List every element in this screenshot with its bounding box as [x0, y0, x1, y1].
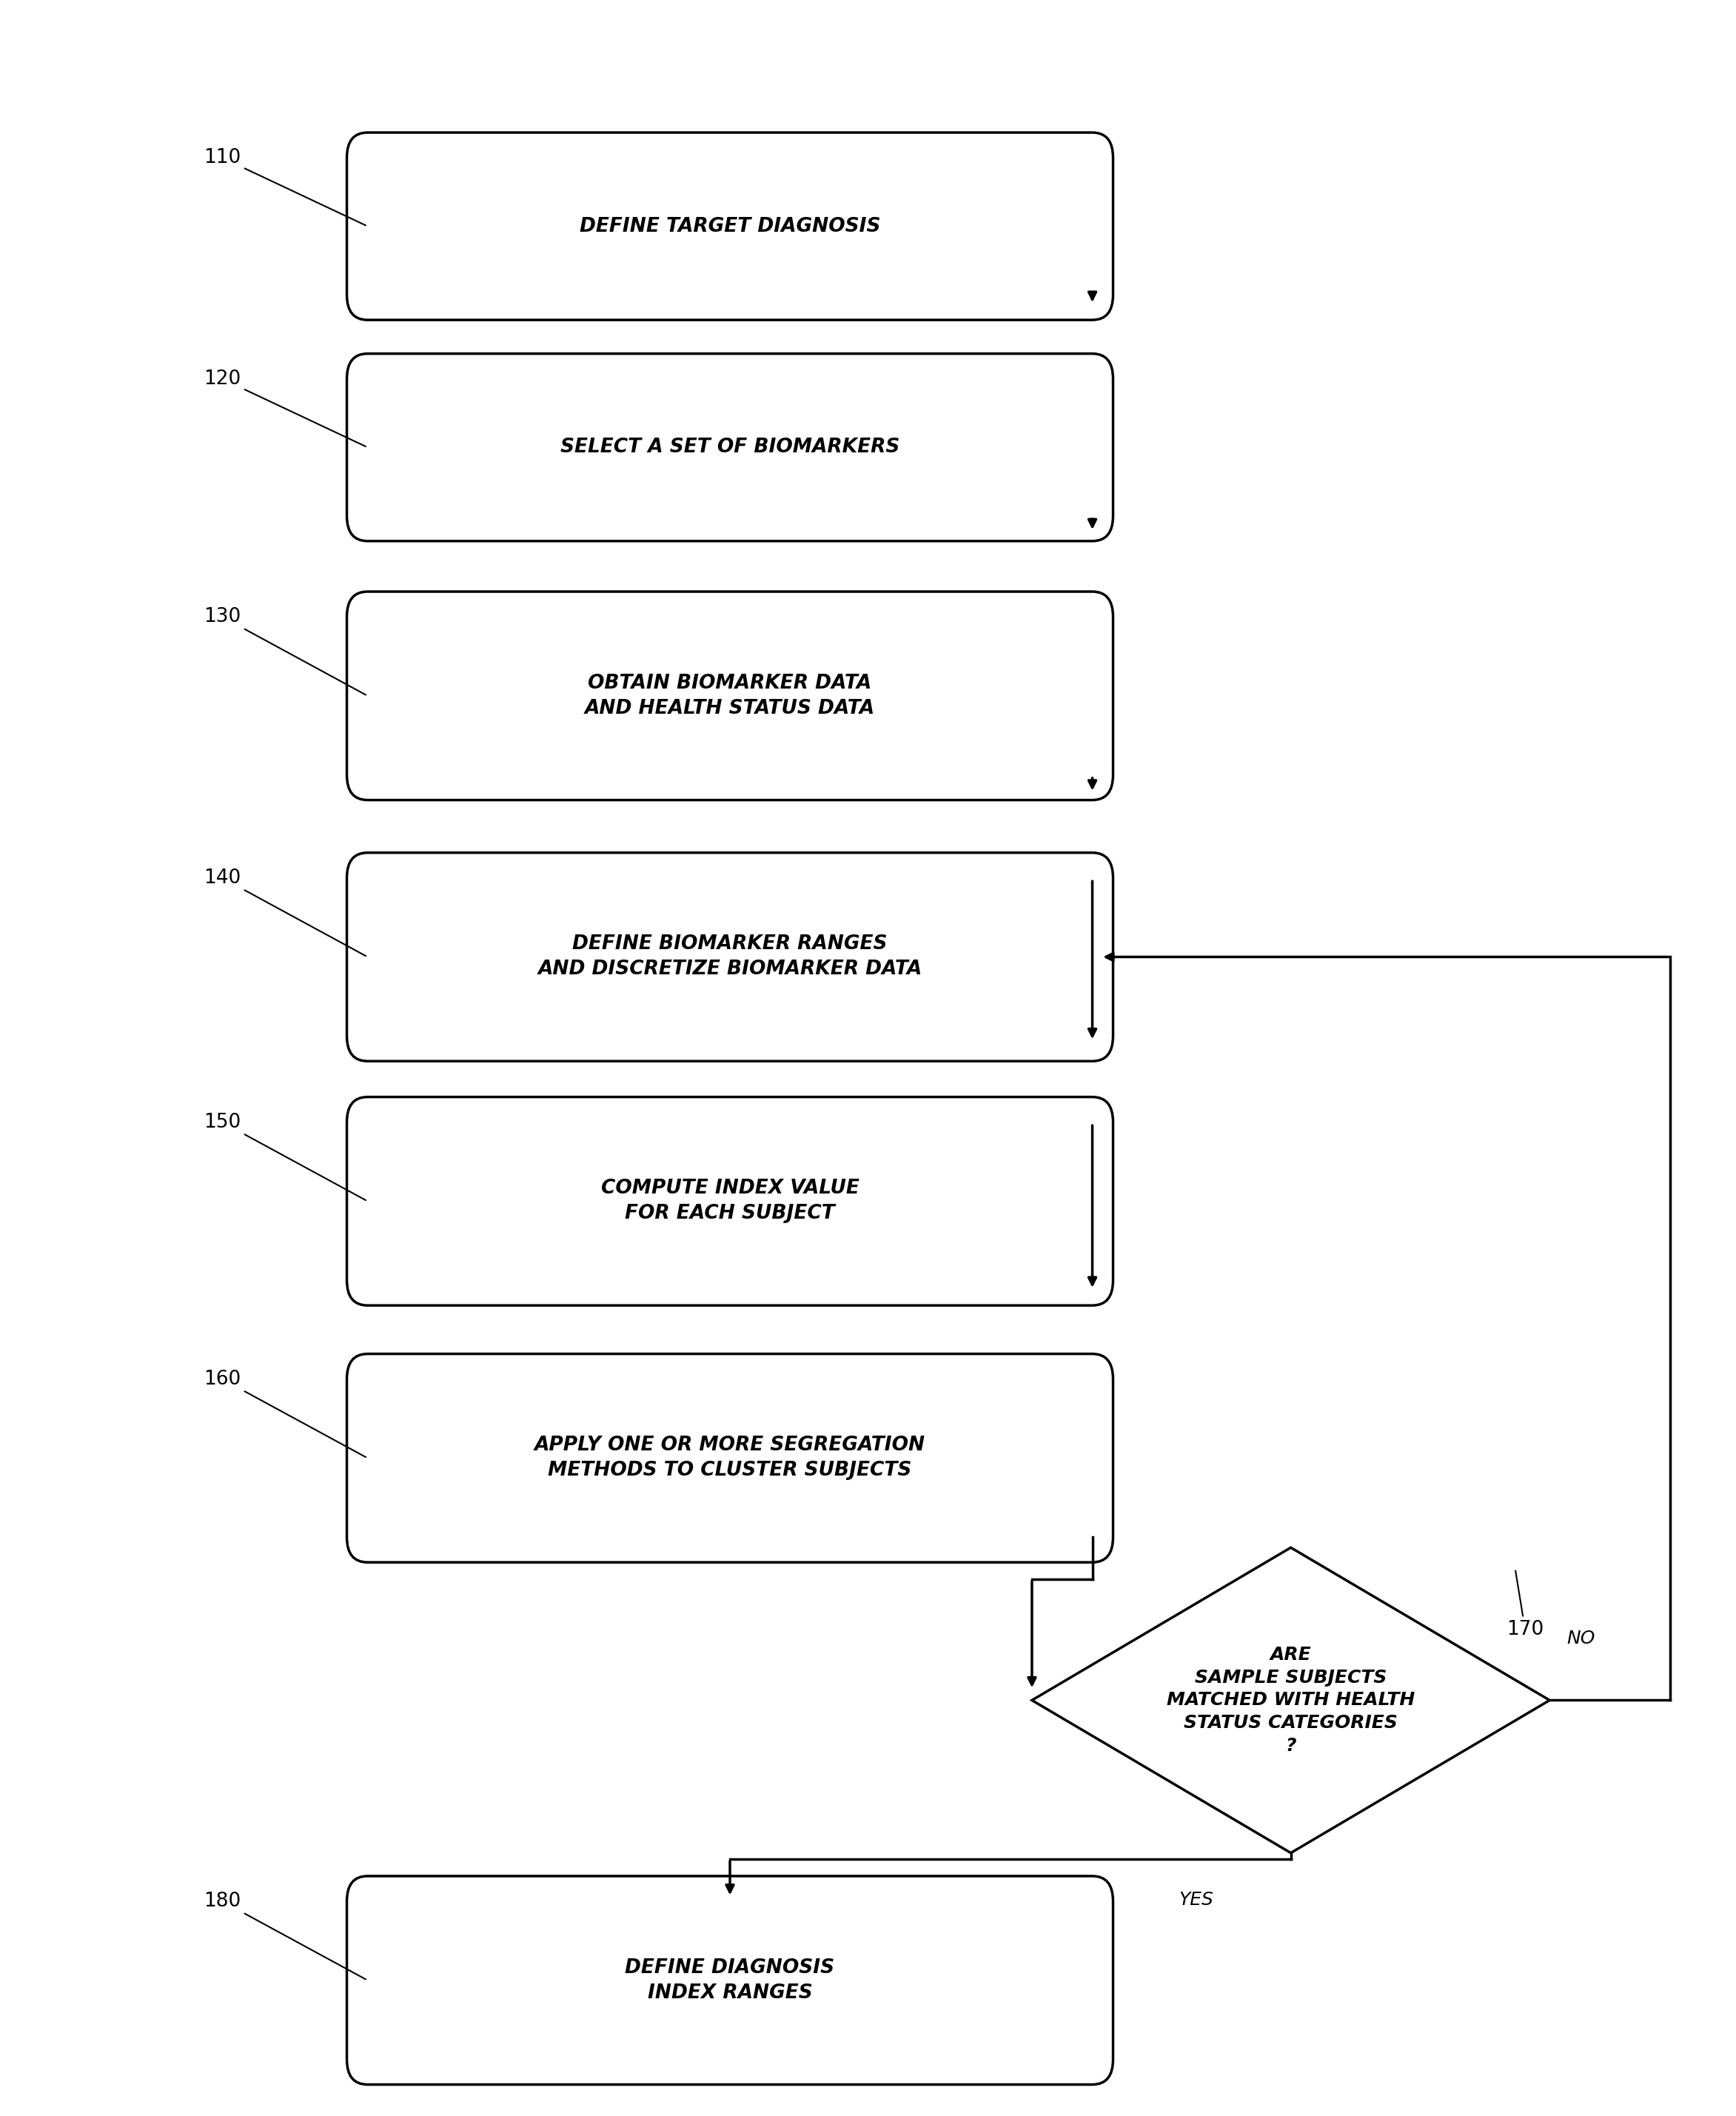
Text: ARE
SAMPLE SUBJECTS
MATCHED WITH HEALTH
STATUS CATEGORIES
?: ARE SAMPLE SUBJECTS MATCHED WITH HEALTH … — [1167, 1646, 1415, 1754]
Text: 110: 110 — [203, 148, 366, 226]
Text: APPLY ONE OR MORE SEGREGATION
METHODS TO CLUSTER SUBJECTS: APPLY ONE OR MORE SEGREGATION METHODS TO… — [535, 1437, 925, 1481]
FancyBboxPatch shape — [347, 133, 1113, 320]
Text: SELECT A SET OF BIOMARKERS: SELECT A SET OF BIOMARKERS — [561, 438, 899, 457]
FancyBboxPatch shape — [347, 592, 1113, 800]
Text: OBTAIN BIOMARKER DATA
AND HEALTH STATUS DATA: OBTAIN BIOMARKER DATA AND HEALTH STATUS … — [585, 673, 875, 717]
Text: NO: NO — [1568, 1629, 1595, 1648]
Polygon shape — [1031, 1547, 1550, 1854]
FancyBboxPatch shape — [347, 1096, 1113, 1306]
FancyBboxPatch shape — [347, 853, 1113, 1060]
Text: DEFINE BIOMARKER RANGES
AND DISCRETIZE BIOMARKER DATA: DEFINE BIOMARKER RANGES AND DISCRETIZE B… — [538, 935, 922, 980]
Text: DEFINE DIAGNOSIS
INDEX RANGES: DEFINE DIAGNOSIS INDEX RANGES — [625, 1957, 835, 2002]
Text: 130: 130 — [203, 607, 366, 694]
Text: 140: 140 — [203, 868, 366, 956]
Text: 170: 170 — [1507, 1570, 1543, 1640]
Text: 120: 120 — [203, 370, 366, 446]
FancyBboxPatch shape — [347, 1354, 1113, 1562]
FancyBboxPatch shape — [347, 353, 1113, 542]
Text: DEFINE TARGET DIAGNOSIS: DEFINE TARGET DIAGNOSIS — [580, 216, 880, 235]
Text: 150: 150 — [203, 1113, 366, 1200]
Text: YES: YES — [1179, 1892, 1213, 1909]
FancyBboxPatch shape — [347, 1877, 1113, 2084]
Text: 180: 180 — [203, 1892, 366, 1978]
Text: COMPUTE INDEX VALUE
FOR EACH SUBJECT: COMPUTE INDEX VALUE FOR EACH SUBJECT — [601, 1179, 859, 1223]
Text: 160: 160 — [203, 1369, 366, 1458]
